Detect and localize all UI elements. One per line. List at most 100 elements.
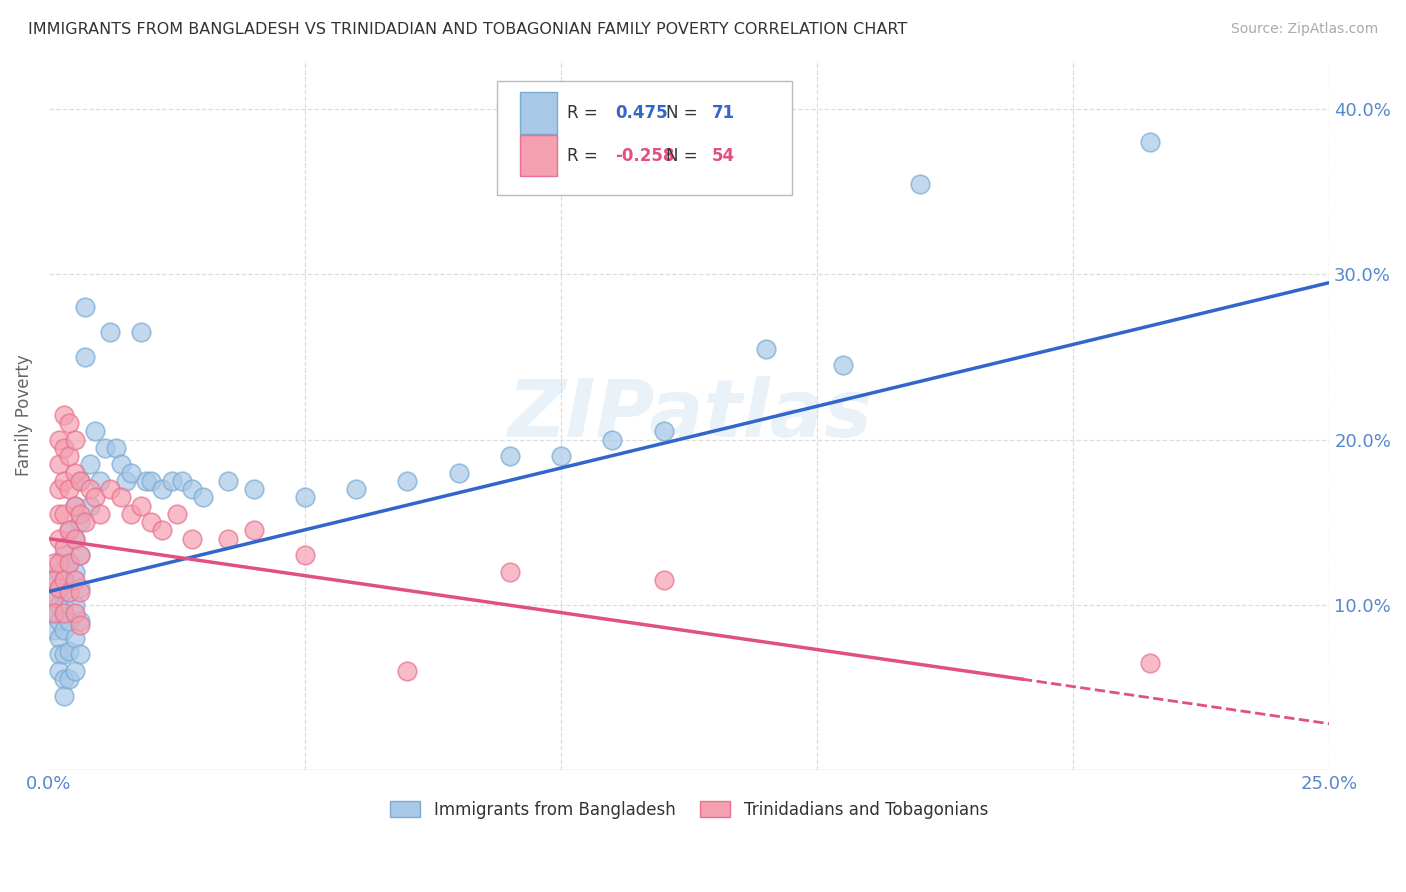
Point <box>294 491 316 505</box>
Point <box>69 584 91 599</box>
Point <box>129 499 152 513</box>
Point <box>499 565 522 579</box>
Point <box>172 474 194 488</box>
Point <box>42 557 65 571</box>
Point <box>53 689 76 703</box>
Point <box>58 524 80 538</box>
Point <box>48 615 70 629</box>
Point <box>69 515 91 529</box>
Point <box>48 507 70 521</box>
Point <box>69 581 91 595</box>
Point <box>63 532 86 546</box>
Point <box>100 325 122 339</box>
Point <box>396 664 419 678</box>
Point <box>73 350 96 364</box>
Point <box>48 482 70 496</box>
Point <box>53 598 76 612</box>
Point <box>58 644 80 658</box>
Point <box>104 441 127 455</box>
Text: IMMIGRANTS FROM BANGLADESH VS TRINIDADIAN AND TOBAGONIAN FAMILY POVERTY CORRELAT: IMMIGRANTS FROM BANGLADESH VS TRINIDADIA… <box>28 22 907 37</box>
Point <box>48 664 70 678</box>
Point <box>58 557 80 571</box>
FancyBboxPatch shape <box>520 135 557 177</box>
Point <box>69 507 91 521</box>
Point <box>58 416 80 430</box>
Point <box>63 433 86 447</box>
Text: R =: R = <box>568 146 603 164</box>
Point <box>69 548 91 562</box>
Point <box>114 474 136 488</box>
Point <box>110 491 132 505</box>
Point <box>63 532 86 546</box>
Point <box>135 474 157 488</box>
Point <box>53 573 76 587</box>
Point <box>48 532 70 546</box>
Point <box>63 631 86 645</box>
Point <box>908 177 931 191</box>
Point <box>63 466 86 480</box>
Point <box>447 466 470 480</box>
Point <box>89 507 111 521</box>
Text: 54: 54 <box>713 146 735 164</box>
Point <box>191 491 214 505</box>
Point <box>79 499 101 513</box>
Point <box>141 515 163 529</box>
Y-axis label: Family Poverty: Family Poverty <box>15 354 32 475</box>
Point <box>69 615 91 629</box>
Point <box>344 482 367 496</box>
Point <box>58 482 80 496</box>
Point <box>53 623 76 637</box>
Point <box>181 532 204 546</box>
Point <box>499 449 522 463</box>
Point <box>53 648 76 662</box>
Point <box>63 606 86 620</box>
Point <box>100 482 122 496</box>
Point <box>48 581 70 595</box>
Point <box>63 499 86 513</box>
Point <box>48 598 70 612</box>
Point <box>42 590 65 604</box>
Point <box>94 441 117 455</box>
Point <box>243 482 266 496</box>
Point <box>243 524 266 538</box>
Point <box>53 573 76 587</box>
Point <box>63 598 86 612</box>
Text: N =: N = <box>666 103 703 122</box>
Point <box>84 491 107 505</box>
Point <box>58 449 80 463</box>
Point <box>58 615 80 629</box>
Point <box>48 631 70 645</box>
Point <box>166 507 188 521</box>
Point <box>63 664 86 678</box>
Point <box>48 433 70 447</box>
Point <box>42 573 65 587</box>
Point <box>53 606 76 620</box>
Point <box>63 573 86 587</box>
Point <box>652 425 675 439</box>
Point <box>69 617 91 632</box>
Point <box>42 590 65 604</box>
Point <box>84 425 107 439</box>
Point <box>42 623 65 637</box>
Point <box>79 458 101 472</box>
Point <box>48 557 70 571</box>
Point <box>110 458 132 472</box>
Point <box>53 474 76 488</box>
Point <box>120 507 142 521</box>
Point <box>53 441 76 455</box>
Point <box>600 433 623 447</box>
Point <box>69 474 91 488</box>
Point <box>58 524 80 538</box>
Point <box>42 606 65 620</box>
Point <box>58 557 80 571</box>
Point <box>73 515 96 529</box>
Point <box>42 606 65 620</box>
Point <box>53 548 76 562</box>
Point <box>150 524 173 538</box>
Point <box>181 482 204 496</box>
Point <box>63 565 86 579</box>
Point <box>652 573 675 587</box>
Point <box>150 482 173 496</box>
Point <box>58 672 80 686</box>
Text: N =: N = <box>666 146 703 164</box>
